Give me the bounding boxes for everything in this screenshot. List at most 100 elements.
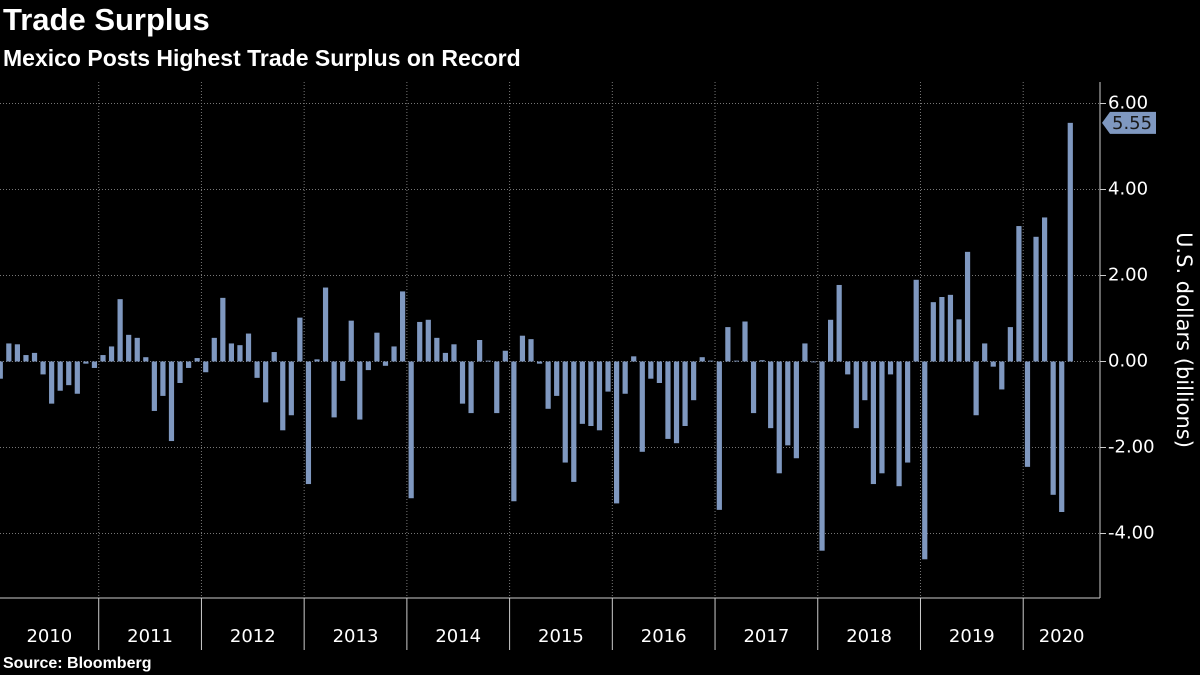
bar [322,287,329,362]
bar [211,337,217,362]
bar [23,355,29,362]
bar [442,352,448,362]
y-tick-label: 2.00 [1108,265,1148,286]
bar [57,361,63,391]
bar [134,337,140,362]
bar [477,340,483,362]
chart-title: Trade Surplus [3,2,210,37]
y-tick-label: 0.00 [1108,351,1148,372]
bar [340,361,346,381]
bar [750,361,757,414]
x-tick-label: 2014 [435,626,481,647]
bar [494,361,500,414]
bar [348,320,354,362]
bar [297,317,303,362]
source: Source: Bloomberg [3,655,151,672]
bar [502,350,508,362]
bar [999,361,1005,390]
y-tick-label: 4.00 [1108,179,1148,200]
x-tick-label: 2017 [743,626,789,647]
bar [280,361,286,431]
bar [776,361,782,474]
bar [220,297,226,362]
bar [682,361,688,426]
bar [400,291,406,362]
bar [468,361,474,414]
bar [648,361,654,379]
bar [759,360,765,362]
bar [725,327,731,362]
bar [579,361,585,424]
x-tick-label: 2019 [949,626,995,647]
bar [870,361,876,485]
bar [802,343,808,362]
bar [6,343,12,362]
x-tick-label: 2011 [127,626,173,647]
bar [203,361,209,373]
bar [554,361,560,396]
bar [374,332,380,362]
bar [879,361,885,474]
bar [1016,226,1022,362]
bar [271,352,277,362]
bar [434,337,440,362]
bar [922,361,928,560]
bar [982,343,988,362]
bar [91,361,98,368]
bar [331,361,337,418]
bar [40,361,46,375]
bar [896,361,902,487]
bar [1024,361,1031,467]
bar [254,361,260,378]
bar [785,361,791,446]
x-tick-label: 2016 [641,626,687,647]
bar [656,361,662,383]
bar [365,361,371,371]
bar [853,361,859,429]
bar [956,319,962,362]
last-value-tag [1102,111,1156,134]
bar [408,361,414,499]
bar [862,361,868,401]
bar [1067,122,1073,362]
bar [699,357,705,362]
bar [622,361,628,394]
bar [1050,361,1056,495]
bar [768,361,774,429]
bar [459,361,466,404]
bar [810,361,817,363]
bar [245,333,252,362]
bar [288,361,294,416]
x-tick-label: 2018 [846,626,892,647]
bar [83,361,89,364]
x-tick-label: 2012 [230,626,276,647]
bar [845,361,851,375]
bar [357,361,363,420]
bar [519,335,526,362]
bar [716,361,722,510]
x-tick-label: 2013 [333,626,379,647]
bar [228,343,234,362]
bar [108,346,115,362]
bar [177,361,183,383]
bar [691,361,697,401]
bar [708,360,714,362]
bar [819,361,825,551]
y-tick-label: -4.00 [1108,523,1155,544]
bar [665,361,671,439]
bar [314,359,320,362]
bar [828,319,834,362]
x-tick-label: 2020 [1039,626,1085,647]
bar [382,361,389,366]
bar [485,360,491,362]
bar [1042,217,1048,362]
bar [49,361,55,404]
bar [887,361,894,375]
last-value-label: 5.55 [1112,113,1152,134]
bar [631,356,637,362]
bar [905,361,911,463]
bar [596,361,603,431]
bar [194,358,200,362]
y-axis-title: U.S. dollars (billions) [1172,232,1196,448]
